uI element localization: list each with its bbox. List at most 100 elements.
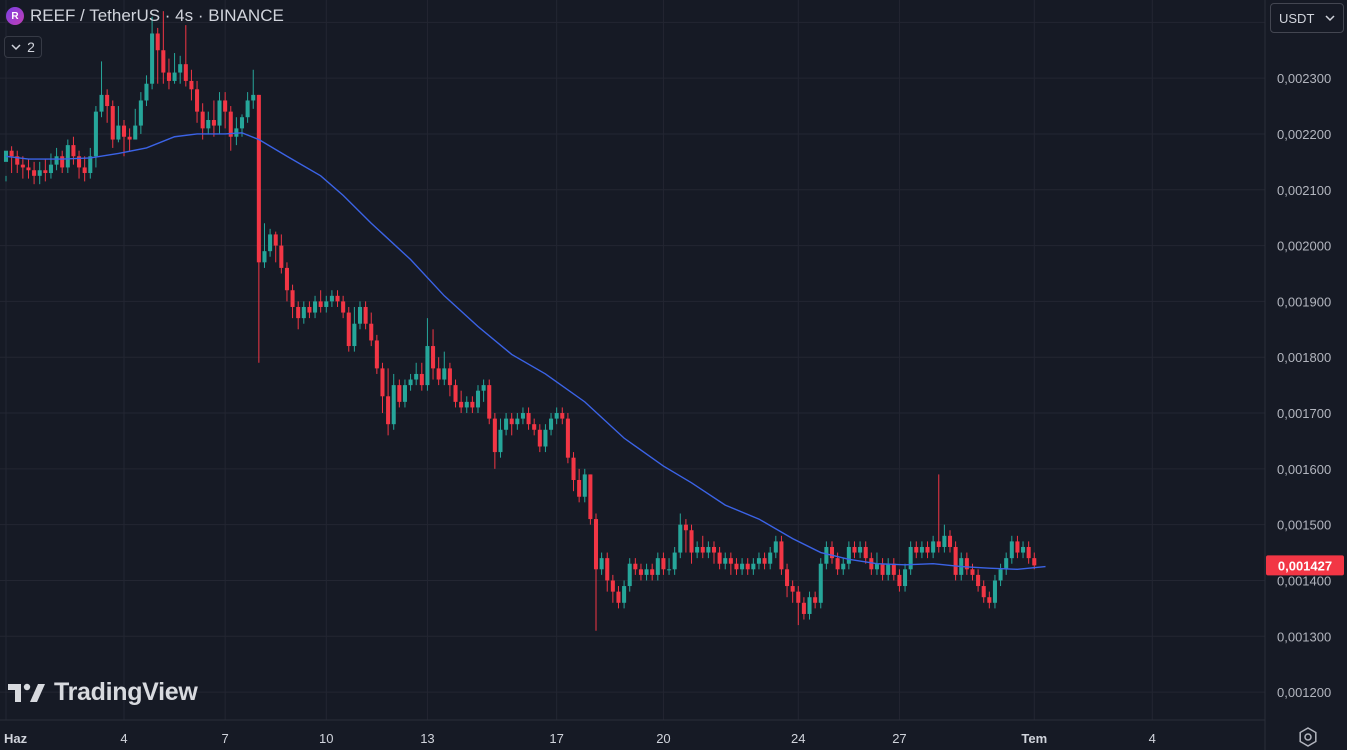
candle <box>520 407 525 425</box>
candle <box>936 474 941 553</box>
candle <box>431 329 436 380</box>
time-tick-label: 24 <box>791 731 805 746</box>
candle <box>166 58 171 90</box>
candle-body <box>633 563 638 570</box>
candle-body <box>48 164 53 174</box>
candle <box>593 513 599 631</box>
indicators-toggle-button[interactable]: 2 <box>4 36 42 58</box>
candle-body <box>571 457 576 480</box>
candle-body <box>588 474 593 520</box>
candle <box>908 541 913 575</box>
candle-body <box>560 413 565 419</box>
candle <box>790 580 795 603</box>
candle-body <box>700 546 705 553</box>
time-tick-label: 4 <box>1149 731 1156 746</box>
candle-body <box>178 64 183 73</box>
candle-body <box>43 170 48 174</box>
candle-body <box>953 546 958 575</box>
candle <box>357 301 363 330</box>
candle <box>554 407 559 425</box>
candle-body <box>835 558 840 570</box>
price-tick-label: 0,001600 <box>1277 462 1331 477</box>
candle <box>82 156 87 182</box>
candle <box>588 474 593 525</box>
candle-body <box>453 385 458 402</box>
candle-body <box>1032 558 1037 566</box>
candle <box>672 546 677 575</box>
candle-body <box>543 429 548 447</box>
candle <box>374 334 379 374</box>
time-axis[interactable]: Haz 4 7 10 13 17 20 24 27 Tem 4 <box>4 731 1156 746</box>
candle <box>402 379 407 408</box>
candle <box>498 418 503 458</box>
candle-body <box>1021 546 1026 553</box>
candle <box>852 541 857 559</box>
candle-body <box>717 552 722 564</box>
candle <box>178 55 183 84</box>
candle <box>582 468 587 503</box>
price-axis[interactable]: 0,0024000,0023000,0022000,0021000,002000… <box>1277 15 1331 700</box>
candle <box>953 541 958 581</box>
candle-body <box>841 563 846 570</box>
candle-body <box>650 569 655 575</box>
candle-body <box>829 546 835 559</box>
candle <box>650 563 655 581</box>
candle-body <box>161 50 166 73</box>
candle-body <box>110 106 115 140</box>
candle <box>644 563 649 581</box>
candle-body <box>706 546 711 553</box>
symbol-header[interactable]: R REEF / TetherUS · 4s · BINANCE <box>6 6 284 26</box>
candle-body <box>105 94 110 107</box>
candle <box>695 541 700 559</box>
time-tick-label: Haz <box>4 731 28 746</box>
candle <box>183 25 188 87</box>
candle <box>818 558 823 609</box>
candle-body <box>498 429 503 453</box>
candle <box>678 513 683 559</box>
candle <box>436 357 441 386</box>
candle <box>48 153 53 179</box>
last-price-label: 0,001427 <box>1278 558 1332 573</box>
settings-gear-icon[interactable] <box>1297 726 1319 748</box>
candle-body <box>796 591 801 603</box>
candle <box>442 351 447 386</box>
candle <box>223 92 228 129</box>
candle <box>127 128 132 151</box>
currency-select[interactable]: USDT <box>1270 3 1344 33</box>
candle-body <box>481 385 486 391</box>
candle-body <box>914 546 919 553</box>
candle-body <box>380 368 385 397</box>
candle <box>245 92 250 123</box>
candle-body <box>436 368 441 380</box>
candle <box>296 301 301 330</box>
candle-body <box>211 120 216 126</box>
candle-body <box>82 167 87 174</box>
candle <box>459 390 464 414</box>
candle-body <box>239 117 245 129</box>
candle-body <box>492 418 497 453</box>
candle-body <box>402 385 407 402</box>
candle-body <box>71 145 76 157</box>
candle-body <box>723 558 728 564</box>
price-tick-label: 0,002100 <box>1277 183 1331 198</box>
candle-body <box>981 586 986 598</box>
candle <box>346 306 351 352</box>
candle <box>768 546 773 570</box>
candle <box>60 150 65 174</box>
candle <box>408 373 413 391</box>
candle-body <box>936 541 941 547</box>
candle <box>206 111 211 134</box>
candle <box>903 563 908 592</box>
candle <box>638 563 643 581</box>
candle <box>756 552 761 570</box>
candle <box>869 552 874 575</box>
candle <box>211 100 216 137</box>
candle <box>734 558 739 575</box>
candle <box>105 89 110 123</box>
candle-body <box>172 72 177 81</box>
candle <box>560 407 565 425</box>
candle <box>633 558 638 575</box>
candle-body <box>532 424 537 430</box>
candle-body <box>813 597 818 603</box>
